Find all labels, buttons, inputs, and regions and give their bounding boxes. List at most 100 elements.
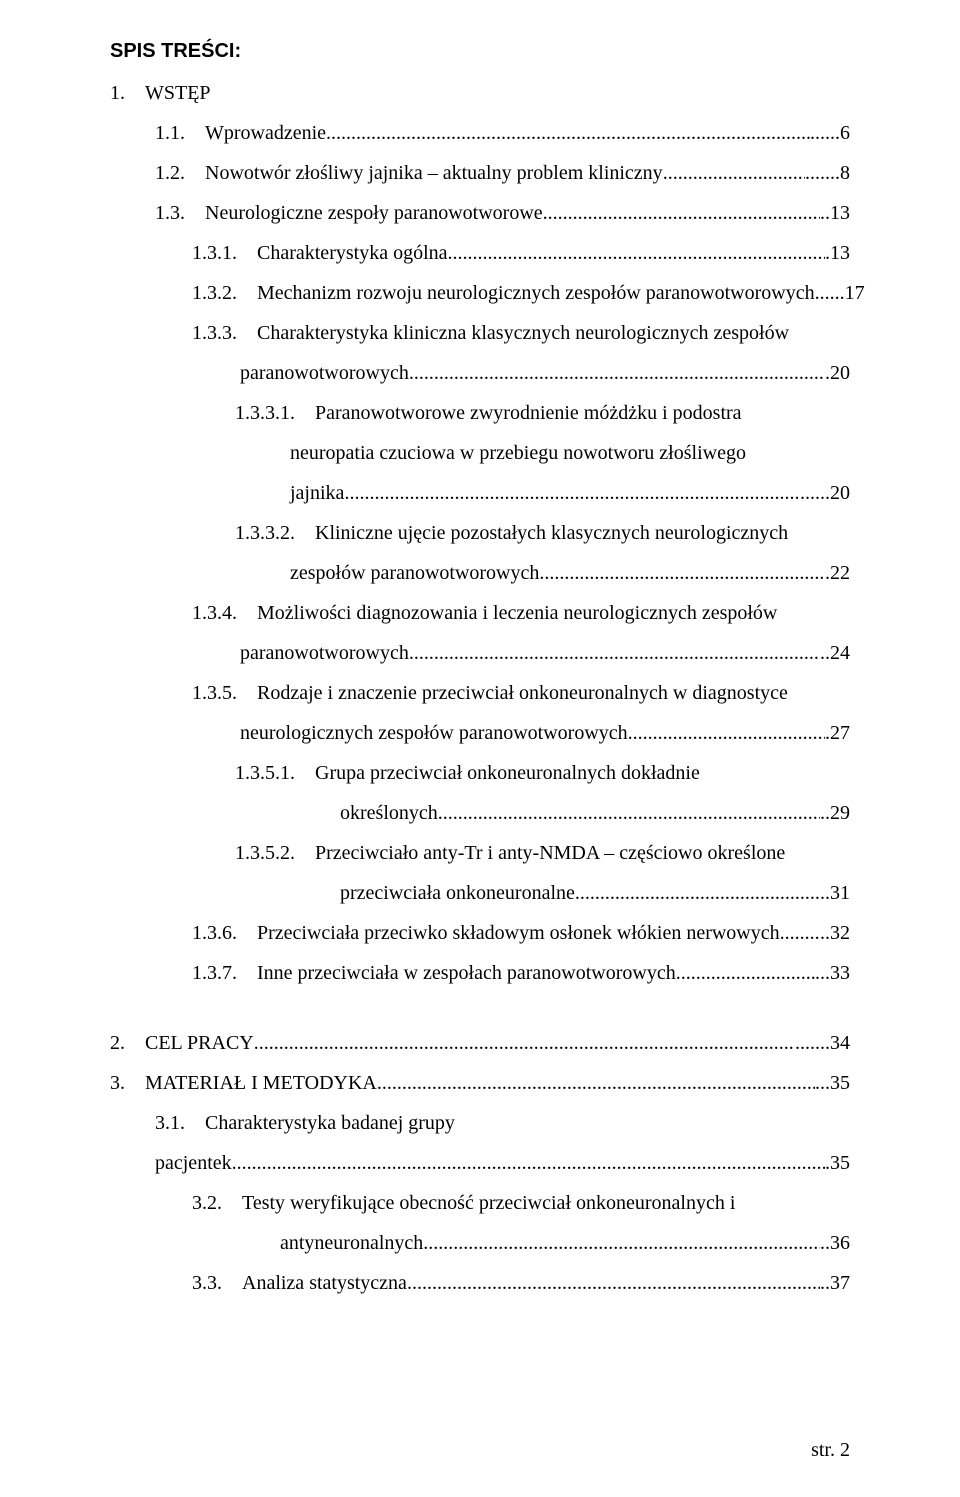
toc-entry: neurologicznych zespołów paranowotworowy… — [110, 713, 850, 753]
toc-page-number: ...35 — [815, 1063, 850, 1103]
toc-page-number: ...33 — [815, 953, 850, 993]
toc-entry-label: 1.3.6. Przeciwciała przeciwko składowym … — [192, 913, 780, 953]
toc-entry: zespołów paranowotworowych..............… — [110, 553, 850, 593]
toc-entry-label: 1.3.3.2. Kliniczne ujęcie pozostałych kl… — [235, 513, 788, 553]
toc-entry: pacjentek...............................… — [110, 1143, 850, 1183]
toc-entry: 1.3. Neurologiczne zespoły paranowotworo… — [110, 193, 850, 233]
toc-entry-label: jajnika — [290, 473, 344, 513]
toc-entry: 3.1. Charakterystyka badanej grupy — [110, 1103, 850, 1143]
toc-entry: 1.3.7. Inne przeciwciała w zespołach par… — [110, 953, 850, 993]
toc-entry-label: 1.3.2. Mechanizm rozwoju neurologicznych… — [192, 273, 815, 313]
toc-leader: ........................................… — [676, 953, 815, 993]
toc-leader: ........................................… — [780, 913, 820, 953]
toc-entry: 3.2. Testy weryfikujące obecność przeciw… — [110, 1183, 850, 1223]
toc-leader: ........................................… — [326, 113, 810, 153]
toc-entry-label: paranowotworowych — [240, 353, 409, 393]
toc-entry-label: 1.3.5.2. Przeciwciało anty-Tr i anty-NMD… — [235, 833, 785, 873]
toc-entry: 1.3.6. Przeciwciała przeciwko składowym … — [110, 913, 850, 953]
toc-entry-label: określonych — [340, 793, 438, 833]
toc-leader: ........................................… — [409, 353, 825, 393]
toc-entry-label: 1. WSTĘP — [110, 73, 211, 113]
toc-page-number: .......34 — [795, 1023, 850, 1063]
toc-entry-label: 1.1. Wprowadzenie — [155, 113, 326, 153]
toc-entry: paranowotworowych.......................… — [110, 353, 850, 393]
toc-entry-label: antyneuronalnych — [280, 1223, 423, 1263]
toc-entry-label: 2. CEL PRACY — [110, 1023, 254, 1063]
toc-leader: ........................................… — [663, 153, 805, 193]
toc-entry: neuropatia czuciowa w przebiegu nowotwor… — [110, 433, 850, 473]
toc-page-number: ......20 — [800, 473, 850, 513]
toc-leader: ........................................… — [232, 1143, 825, 1183]
document-page: SPIS TREŚCI: 1. WSTĘP1.1. Wprowadzenie..… — [0, 0, 960, 1497]
toc-entry: 1.3.1. Charakterystyka ogólna...........… — [110, 233, 850, 273]
toc-leader: ........................................… — [254, 1023, 795, 1063]
toc-entry: 2. CEL PRACY............................… — [110, 1023, 850, 1063]
toc-entry-label: 1.2. Nowotwór złośliwy jajnika – aktualn… — [155, 153, 663, 193]
toc-entry: jajnika.................................… — [110, 473, 850, 513]
toc-page-number: .20 — [825, 353, 850, 393]
toc-leader: ........................................… — [409, 633, 820, 673]
table-of-contents: 1. WSTĘP1.1. Wprowadzenie...............… — [110, 73, 850, 1303]
toc-entry: 1.3.5. Rodzaje i znaczenie przeciwciał o… — [110, 673, 850, 713]
toc-leader: ........................................… — [575, 873, 820, 913]
toc-entry-label: paranowotworowych — [240, 633, 409, 673]
toc-entry: 1.3.5.1. Grupa przeciwciał onkoneuronaln… — [110, 753, 850, 793]
toc-entry-label: 3.1. Charakterystyka badanej grupy — [155, 1103, 455, 1143]
toc-page-number: .27 — [825, 713, 850, 753]
toc-entry: określonych.............................… — [110, 793, 850, 833]
toc-leader: ........................................… — [448, 233, 826, 273]
toc-page-number: ..31 — [820, 873, 850, 913]
toc-leader: ........................................… — [423, 1223, 820, 1263]
toc-entry: 3.3. Analiza statystyczna...............… — [110, 1263, 850, 1303]
toc-entry: 1.1. Wprowadzenie.......................… — [110, 113, 850, 153]
toc-heading: SPIS TREŚCI: — [110, 40, 850, 63]
toc-entry: 3. MATERIAŁ I METODYKA..................… — [110, 1063, 850, 1103]
toc-leader: ........................................… — [543, 193, 820, 233]
toc-entry-label: neuropatia czuciowa w przebiegu nowotwor… — [290, 433, 746, 473]
toc-entry-label: 1.3.1. Charakterystyka ogólna — [192, 233, 448, 273]
toc-entry: 1.3.5.2. Przeciwciało anty-Tr i anty-NMD… — [110, 833, 850, 873]
toc-page-number: ......17 — [815, 273, 865, 313]
section-gap — [110, 993, 850, 1023]
toc-entry-label: zespołów paranowotworowych — [290, 553, 539, 593]
toc-leader: ........................................… — [407, 1263, 820, 1303]
toc-entry-label: 1.3.3.1. Paranowotworowe zwyrodnienie mó… — [235, 393, 742, 433]
toc-entry: 1.3.2. Mechanizm rozwoju neurologicznych… — [110, 273, 850, 313]
toc-page-number: .35 — [825, 1143, 850, 1183]
toc-page-number: ......6 — [810, 113, 850, 153]
toc-entry: paranowotworowych.......................… — [110, 633, 850, 673]
toc-page-number: ..13 — [820, 193, 850, 233]
toc-page-number: .13 — [825, 233, 850, 273]
toc-entry: 1.3.4. Możliwości diagnozowania i leczen… — [110, 593, 850, 633]
toc-entry: 1. WSTĘP — [110, 73, 850, 113]
toc-page-number: ..36 — [820, 1223, 850, 1263]
toc-entry-label: 1.3.3. Charakterystyka kliniczna klasycz… — [192, 313, 789, 353]
toc-entry: 1.3.3. Charakterystyka kliniczna klasycz… — [110, 313, 850, 353]
toc-entry-label: 1.3.5.1. Grupa przeciwciał onkoneuronaln… — [235, 753, 700, 793]
toc-entry-label: 3.3. Analiza statystyczna — [192, 1263, 407, 1303]
toc-page-number: .......8 — [805, 153, 850, 193]
toc-entry-label: przeciwciała onkoneuronalne — [340, 873, 575, 913]
toc-entry-label: 3. MATERIAŁ I METODYKA — [110, 1063, 377, 1103]
toc-entry-label: 1.3. Neurologiczne zespoły paranowotworo… — [155, 193, 543, 233]
toc-entry: przeciwciała onkoneuronalne.............… — [110, 873, 850, 913]
toc-entry-label: 3.2. Testy weryfikujące obecność przeciw… — [192, 1183, 735, 1223]
toc-entry: 1.3.3.2. Kliniczne ujęcie pozostałych kl… — [110, 513, 850, 553]
toc-entry: antyneuronalnych........................… — [110, 1223, 850, 1263]
toc-page-number: ..32 — [820, 913, 850, 953]
toc-leader: ........................................… — [344, 473, 800, 513]
toc-entry-label: 1.3.7. Inne przeciwciała w zespołach par… — [192, 953, 676, 993]
toc-leader: ........................................… — [539, 553, 825, 593]
toc-entry-label: 1.3.5. Rodzaje i znaczenie przeciwciał o… — [192, 673, 788, 713]
toc-page-number: ..37 — [820, 1263, 850, 1303]
toc-leader: ........................................… — [628, 713, 825, 753]
toc-entry-label: neurologicznych zespołów paranowotworowy… — [240, 713, 628, 753]
page-footer: str. 2 — [811, 1439, 850, 1462]
toc-entry-label: 1.3.4. Możliwości diagnozowania i leczen… — [192, 593, 777, 633]
toc-leader: ........................................… — [377, 1063, 815, 1103]
toc-page-number: ..29 — [820, 793, 850, 833]
toc-entry-label: pacjentek — [155, 1143, 232, 1183]
toc-entry: 1.2. Nowotwór złośliwy jajnika – aktualn… — [110, 153, 850, 193]
toc-page-number: ..24 — [820, 633, 850, 673]
toc-page-number: .22 — [825, 553, 850, 593]
